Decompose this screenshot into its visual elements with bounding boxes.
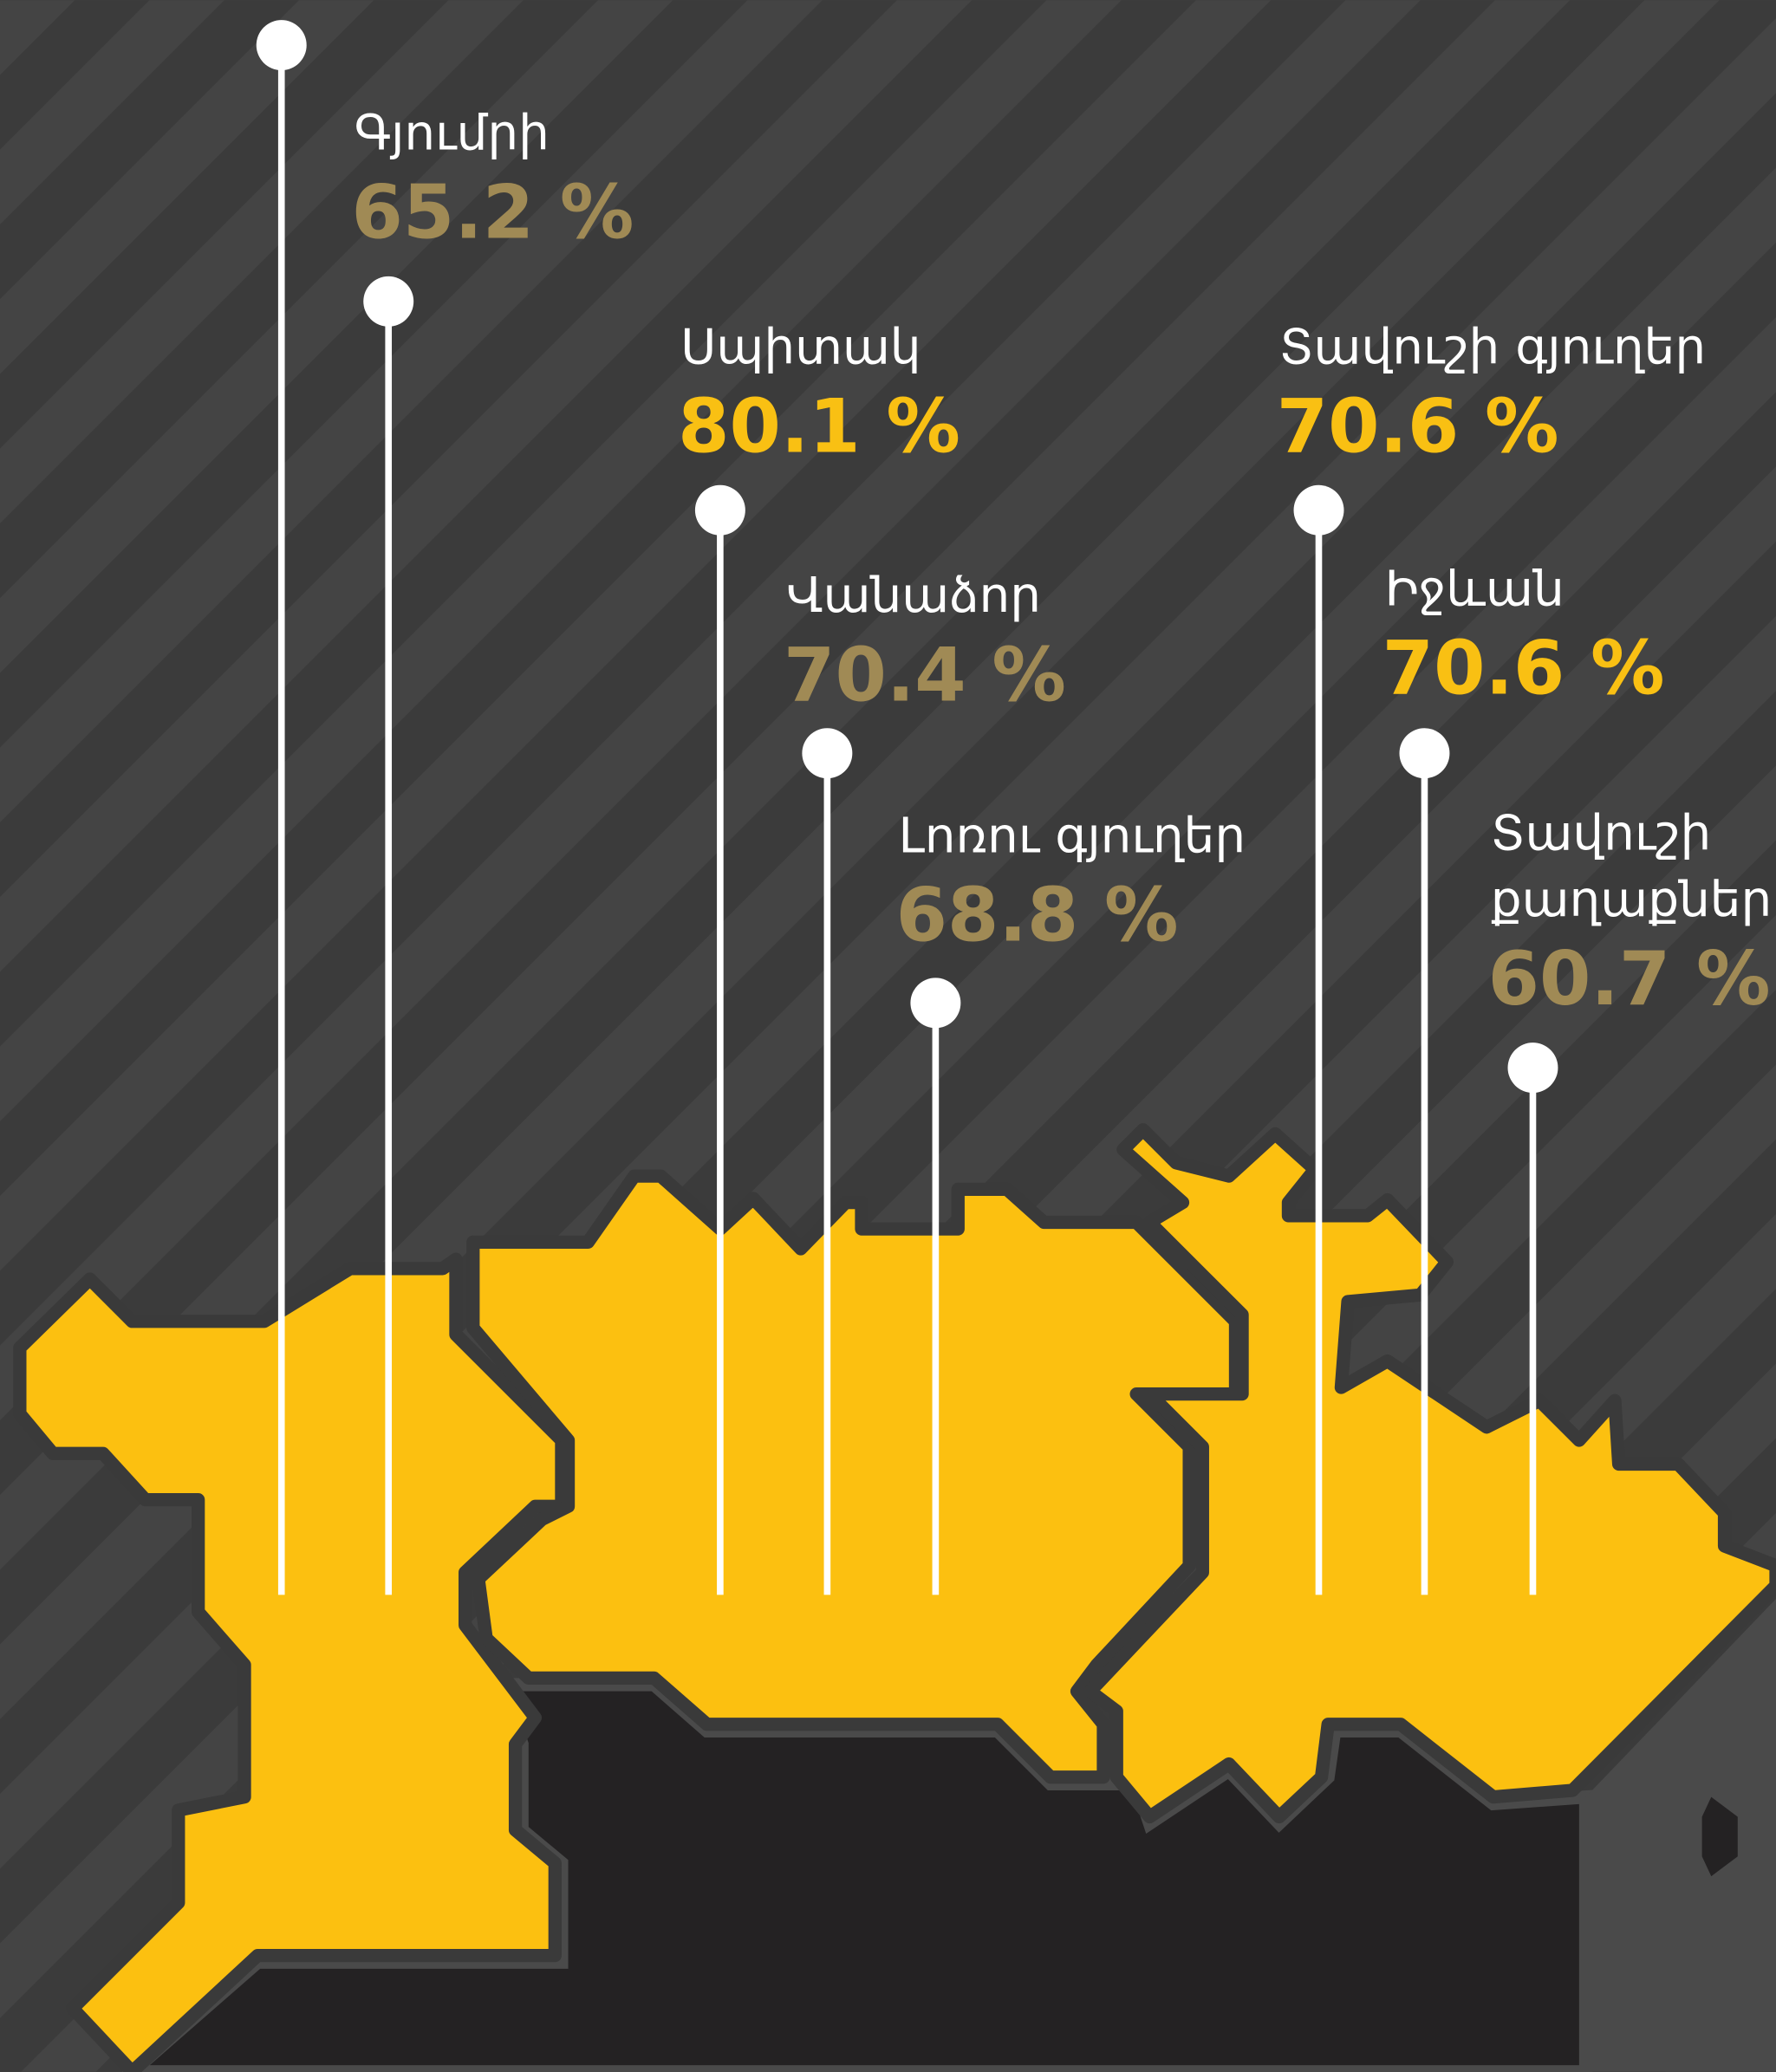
region-name: Վանաձոր [786, 568, 1041, 624]
pin-head [1399, 728, 1450, 779]
gray-area [1585, 1598, 1776, 2072]
pin [256, 20, 307, 1595]
enclave [1701, 1796, 1738, 1877]
region-value: 70.6 % [1277, 385, 1559, 471]
region-name: Լոռու գյուղեր [899, 809, 1246, 865]
pin-head [363, 276, 414, 327]
region-name: քաղաքներ [1491, 872, 1773, 928]
region-value: 65.2 % [352, 171, 634, 257]
region-name: Սպիտակ [680, 320, 921, 376]
pin-head [1293, 484, 1344, 536]
region-name: Տավուշի [1491, 806, 1712, 862]
region-name: Իջևան [1385, 561, 1565, 617]
region-value: 70.4 % [784, 633, 1066, 718]
region-value: 70.6 % [1382, 627, 1665, 712]
region-lori [466, 1169, 1243, 1784]
pin-head [694, 484, 745, 536]
region-shirak [13, 1252, 569, 2072]
region-tavush [1083, 1123, 1776, 1824]
pin-head [1507, 1042, 1558, 1094]
region-name: Տավուշի գյուղեր [1279, 320, 1706, 376]
region-value: 68.8 % [896, 874, 1179, 959]
region-value: 60.7 % [1488, 937, 1771, 1023]
region-value: 80.1 % [678, 385, 960, 471]
map [13, 1123, 1776, 2072]
pin-head [802, 728, 853, 779]
region-name: Գյումրի [355, 106, 550, 162]
pin-head [910, 978, 961, 1029]
